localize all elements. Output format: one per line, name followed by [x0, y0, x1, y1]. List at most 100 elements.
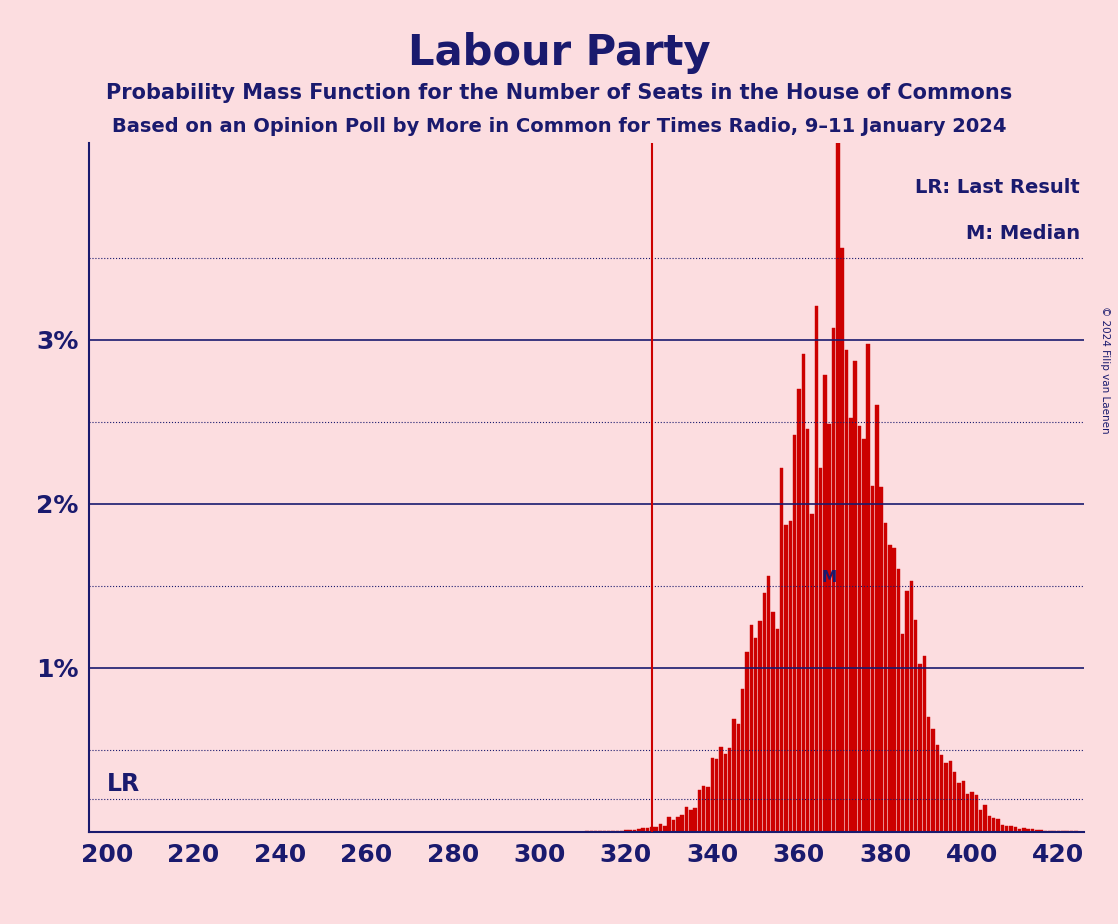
Bar	[970, 792, 974, 832]
Bar	[983, 805, 987, 832]
Bar	[815, 306, 818, 832]
Bar	[676, 817, 680, 832]
Bar	[637, 829, 641, 832]
Bar	[698, 790, 701, 832]
Text: Labour Party: Labour Party	[408, 32, 710, 74]
Bar	[780, 468, 784, 832]
Bar	[940, 755, 944, 832]
Bar	[996, 819, 999, 832]
Bar	[927, 717, 930, 832]
Bar	[836, 143, 840, 832]
Bar	[901, 634, 904, 832]
Bar	[784, 525, 788, 832]
Bar	[1005, 826, 1008, 832]
Bar	[806, 429, 809, 832]
Bar	[910, 581, 913, 832]
Bar	[931, 729, 935, 832]
Bar	[659, 824, 662, 832]
Bar	[624, 830, 627, 832]
Bar	[746, 652, 749, 832]
Bar	[915, 620, 918, 832]
Bar	[1017, 829, 1022, 832]
Bar	[1035, 830, 1039, 832]
Bar	[841, 249, 844, 832]
Bar	[776, 628, 779, 832]
Bar	[883, 523, 888, 832]
Bar	[741, 689, 745, 832]
Bar	[832, 328, 835, 832]
Bar	[862, 439, 865, 832]
Bar	[633, 830, 636, 832]
Bar	[892, 548, 896, 832]
Bar	[1031, 830, 1034, 832]
Bar	[888, 544, 891, 832]
Bar	[802, 354, 805, 832]
Bar	[957, 783, 960, 832]
Text: Probability Mass Function for the Number of Seats in the House of Commons: Probability Mass Function for the Number…	[106, 83, 1012, 103]
Bar	[711, 758, 714, 832]
Bar	[966, 794, 969, 832]
Bar	[667, 817, 671, 832]
Bar	[793, 435, 796, 832]
Bar	[866, 344, 870, 832]
Bar	[818, 468, 823, 832]
Bar	[811, 515, 814, 832]
Bar	[922, 656, 926, 832]
Bar	[737, 724, 740, 832]
Bar	[788, 521, 792, 832]
Bar	[732, 719, 736, 832]
Bar	[728, 748, 731, 832]
Bar	[823, 374, 826, 832]
Text: LR: LR	[106, 772, 140, 796]
Bar	[918, 663, 922, 832]
Bar	[754, 638, 757, 832]
Bar	[693, 808, 697, 832]
Bar	[1014, 827, 1017, 832]
Bar	[858, 426, 861, 832]
Bar	[672, 820, 675, 832]
Bar	[880, 488, 883, 832]
Bar	[628, 831, 632, 832]
Bar	[1001, 825, 1004, 832]
Bar	[758, 621, 761, 832]
Bar	[992, 818, 995, 832]
Bar	[961, 781, 965, 832]
Bar	[1026, 829, 1030, 832]
Text: Based on an Opinion Poll by More in Common for Times Radio, 9–11 January 2024: Based on an Opinion Poll by More in Comm…	[112, 117, 1006, 137]
Bar	[936, 745, 939, 832]
Bar	[906, 591, 909, 832]
Text: M: M	[822, 570, 836, 585]
Bar	[767, 576, 770, 832]
Bar	[849, 418, 853, 832]
Bar	[945, 763, 948, 832]
Bar	[987, 816, 991, 832]
Bar	[845, 349, 849, 832]
Bar	[642, 829, 645, 832]
Bar	[1022, 828, 1025, 832]
Bar	[975, 796, 978, 832]
Bar	[646, 828, 650, 832]
Bar	[853, 361, 856, 832]
Bar	[681, 815, 684, 832]
Bar	[654, 826, 657, 832]
Bar	[1010, 825, 1013, 832]
Bar	[771, 613, 775, 832]
Bar	[797, 389, 800, 832]
Text: © 2024 Filip van Laenen: © 2024 Filip van Laenen	[1100, 306, 1109, 433]
Bar	[684, 807, 689, 832]
Bar	[948, 760, 953, 832]
Bar	[749, 625, 754, 832]
Bar	[719, 747, 723, 832]
Bar	[707, 787, 710, 832]
Bar	[663, 826, 666, 832]
Text: M: Median: M: Median	[966, 224, 1080, 243]
Bar	[871, 486, 874, 832]
Bar	[716, 759, 719, 832]
Bar	[827, 424, 831, 832]
Bar	[762, 593, 766, 832]
Bar	[650, 827, 654, 832]
Bar	[1040, 830, 1043, 832]
Bar	[979, 810, 983, 832]
Bar	[875, 405, 879, 832]
Bar	[723, 754, 727, 832]
